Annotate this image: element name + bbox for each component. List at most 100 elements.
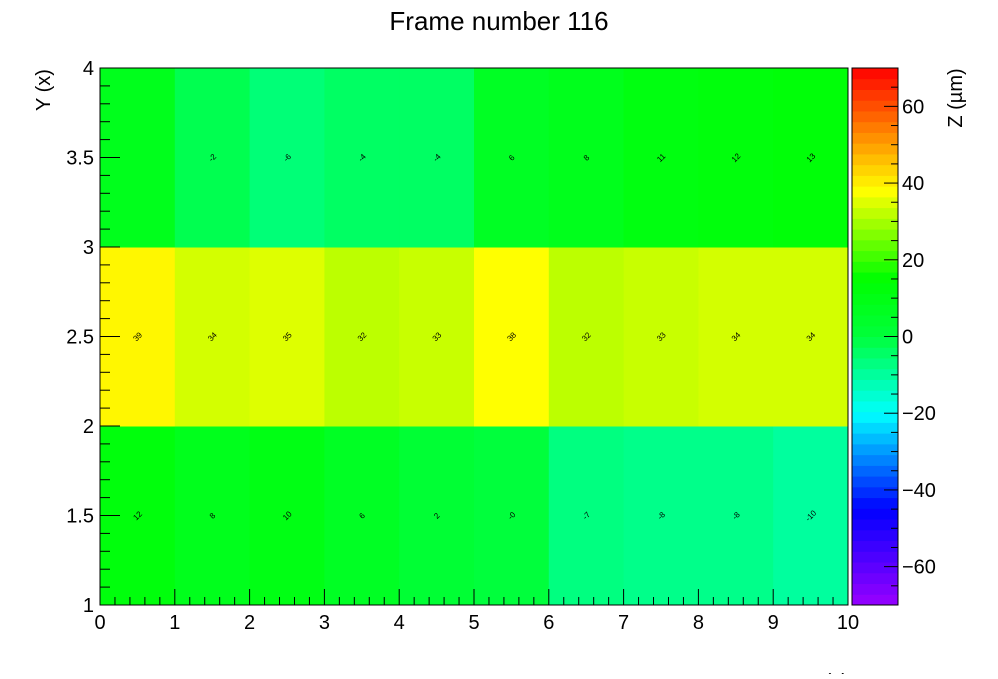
palette-bin: [852, 551, 898, 563]
palette-bin: [852, 465, 898, 477]
x-tick-label: 9: [768, 612, 779, 634]
z-tick-label: −20: [902, 403, 936, 425]
palette-bin: [852, 529, 898, 542]
palette-bin: [852, 186, 898, 198]
palette-bin: [852, 476, 898, 488]
heatmap-cell: [474, 426, 550, 606]
palette-bin: [852, 293, 898, 305]
cell-value-label: -4: [431, 152, 443, 164]
heatmap-cell: [399, 426, 475, 606]
cell-value-label: 6: [357, 511, 367, 521]
palette-bin: [852, 250, 898, 262]
z-tick-label: 40: [902, 173, 924, 195]
x-tick-label: 8: [693, 612, 704, 634]
palette-bin: [852, 325, 898, 337]
palette-bin: [852, 519, 898, 531]
palette-bin: [852, 100, 898, 112]
x-tick-label: 7: [618, 612, 629, 634]
palette-bin: [852, 390, 898, 402]
heatmap-cell: [174, 247, 251, 427]
heatmap-cell: [474, 247, 550, 427]
cell-value-label: -6: [282, 152, 294, 164]
heatmap-cell: [399, 68, 475, 248]
x-tick-label: 2: [244, 612, 255, 634]
palette-bin: [852, 540, 898, 552]
cell-value-label: 2: [432, 511, 442, 521]
palette-bin: [852, 218, 898, 230]
palette-bin: [852, 336, 898, 348]
palette-bin: [852, 175, 898, 187]
heatmap-cell: [324, 426, 400, 606]
heatmap-cell: [249, 247, 325, 427]
x-tick-label: 3: [319, 612, 330, 634]
palette-bin: [852, 368, 898, 380]
palette-bin: [852, 400, 898, 413]
x-tick-label: 0: [94, 612, 105, 634]
palette-bin: [852, 583, 898, 595]
cell-value-label: -7: [581, 510, 593, 522]
heatmap-cell: [623, 68, 699, 248]
palette-bin: [852, 282, 898, 295]
palette-bin: [852, 153, 898, 166]
heatmap-cell: [474, 68, 550, 248]
heatmap-cell: [174, 68, 251, 248]
cell-value-label: 8: [208, 511, 218, 521]
palette-bin: [852, 110, 898, 123]
palette-bin: [852, 229, 898, 241]
cell-value-label: -0: [506, 510, 518, 522]
chart-title: Frame number 116: [389, 6, 609, 36]
heatmap-cell: [623, 247, 699, 427]
heatmap-cell: [324, 247, 400, 427]
heatmap-cell: [773, 426, 849, 606]
y-tick-label: 4: [83, 58, 94, 80]
heatmap-cell: [249, 68, 325, 248]
y-tick-label: 2: [83, 416, 94, 438]
palette-bin: [852, 132, 898, 144]
y-tick-label: 1.5: [66, 506, 94, 528]
cell-value-label: -8: [730, 510, 742, 522]
palette-bin: [852, 207, 898, 219]
heatmap-cell: [773, 247, 849, 427]
x-tick-label: 1: [169, 612, 180, 634]
palette-bin: [852, 562, 898, 574]
palette-bin: [852, 261, 898, 273]
palette-bin: [852, 121, 898, 133]
palette-bin: [852, 304, 898, 316]
palette-bin: [852, 486, 898, 499]
heatmap-cell: [773, 68, 849, 248]
x-tick-label: 6: [543, 612, 554, 634]
x-tick-label: 10: [837, 612, 859, 634]
palette-bin: [852, 196, 898, 209]
x-tick-label: 4: [394, 612, 405, 634]
heatmap-cell: [698, 68, 774, 248]
y-axis-label: Y (x): [33, 69, 55, 111]
y-tick-label: 3.5: [66, 148, 94, 170]
z-tick-label: −60: [902, 557, 936, 579]
z-tick-label: 60: [902, 96, 924, 118]
palette-bin: [852, 443, 898, 456]
palette-bin: [852, 68, 898, 80]
palette-bin: [852, 411, 898, 423]
heatmap-cell: [249, 426, 325, 606]
palette-bin: [852, 89, 898, 101]
z-axis-label: Z (µm): [945, 68, 967, 127]
cell-value-label: -8: [656, 510, 668, 522]
palette-bin: [852, 508, 898, 520]
palette-bin: [852, 572, 898, 585]
palette-bin: [852, 497, 898, 509]
palette-bin: [852, 594, 898, 606]
palette-bin: [852, 164, 898, 176]
palette-bin: [852, 347, 898, 359]
cell-value-label: 8: [582, 153, 592, 163]
z-tick-label: 20: [902, 250, 924, 272]
z-tick-label: −40: [902, 480, 936, 502]
palette-bin: [852, 315, 898, 327]
cell-value-label: -2: [207, 152, 219, 164]
heatmap-cell: [698, 247, 774, 427]
heatmap-cell: [324, 68, 400, 248]
heatmap-cell: [548, 68, 625, 248]
palette-bin: [852, 379, 898, 391]
cell-value-label: -4: [356, 152, 368, 164]
